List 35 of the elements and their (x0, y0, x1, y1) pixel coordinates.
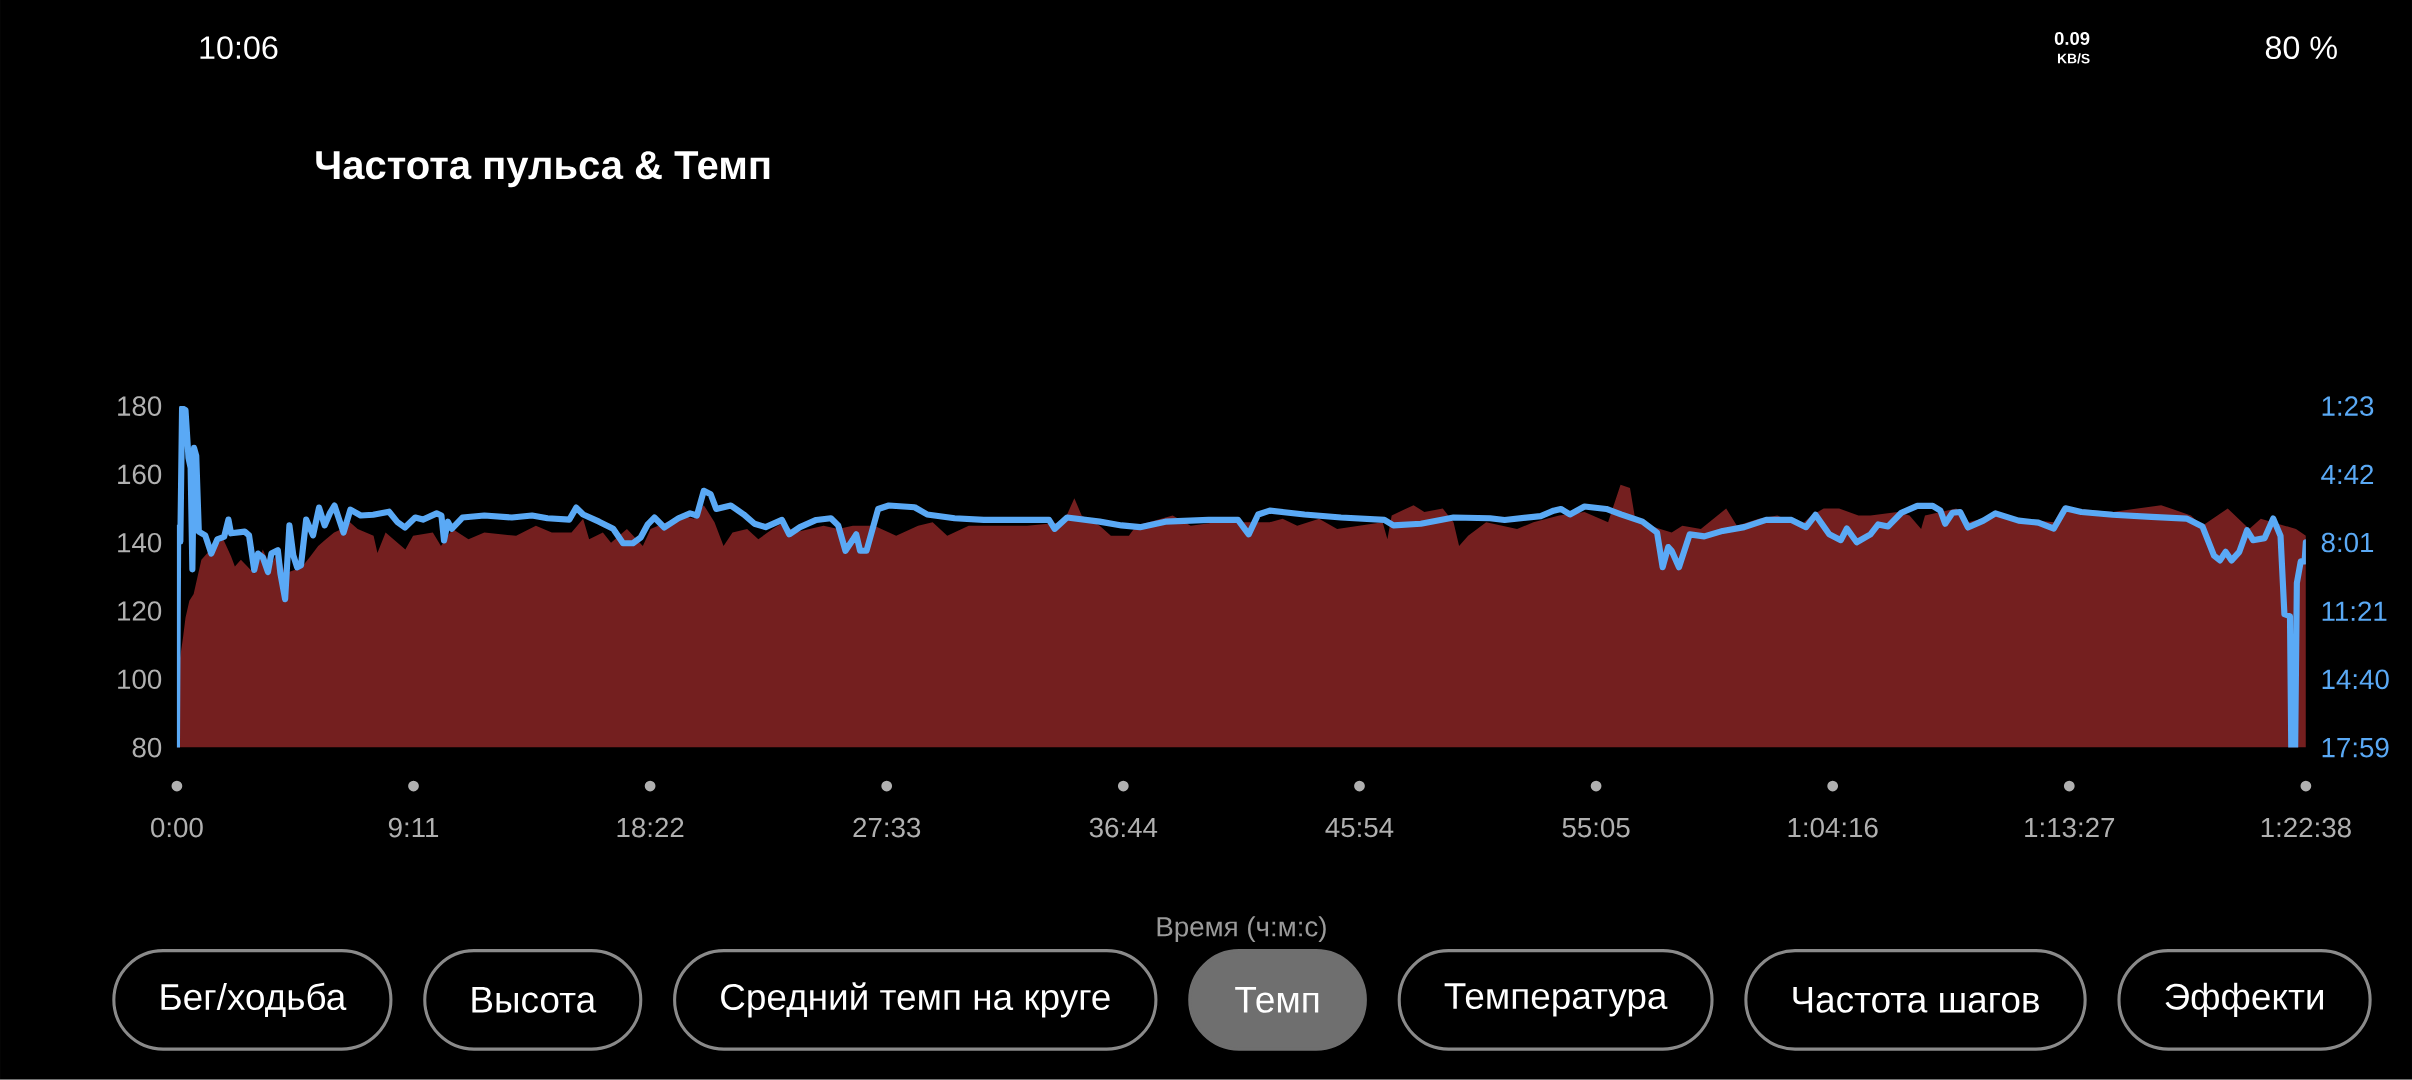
y-tick-label: 120 (118, 601, 162, 621)
x-tick-label: 36:44 (1089, 817, 1158, 838)
text: KB/S (2057, 53, 2090, 64)
text: Средний темп на круге (721, 982, 1110, 1018)
text: Высота (472, 987, 597, 1013)
x-tick-label: 0:00 (151, 817, 203, 838)
x-tick-label: 18:22 (617, 817, 684, 838)
y-tick-label: 140 (118, 532, 162, 553)
x-tick-label: 27:33 (853, 817, 921, 838)
text: Эффекти (2165, 982, 2323, 1018)
y2-tick-label: 17:59 (2322, 737, 2389, 758)
text: Частота шагов (1793, 987, 2039, 1013)
y-tick-label: 160 (118, 464, 162, 485)
x-tick-label: 9:11 (388, 817, 439, 838)
text: 10:06 (200, 36, 278, 60)
y-tick-label: 80 (132, 737, 162, 758)
text: Бег/ходьба (161, 982, 347, 1018)
x-tick-label: 45:54 (1325, 817, 1394, 838)
y2-tick-label: 1:23 (2322, 396, 2374, 416)
text: 80 % (2265, 36, 2337, 60)
y2-tick-label: 4:42 (2321, 464, 2374, 485)
y2-tick-label: 8:01 (2321, 532, 2374, 553)
y2-tick-label: 11:21 (2322, 601, 2387, 621)
x-tick-label: 1:22:38 (2261, 817, 2351, 838)
y-tick-label: 180 (118, 396, 162, 416)
chart-title: Частота пульса & Темп (316, 151, 770, 188)
text: Температура (1444, 983, 1668, 1017)
y2-tick-label: 14:40 (2322, 669, 2389, 690)
y-tick-label: 100 (118, 669, 162, 690)
text: 0.09 (2054, 31, 2090, 46)
x-axis-title: Время (ч:м:с) (1157, 916, 1326, 943)
text: Темп (1235, 987, 1319, 1013)
x-tick-label: 1:04:16 (1788, 817, 1878, 838)
x-tick-label: 55:05 (1562, 817, 1630, 838)
x-tick-label: 1:13:27 (2025, 817, 2115, 838)
